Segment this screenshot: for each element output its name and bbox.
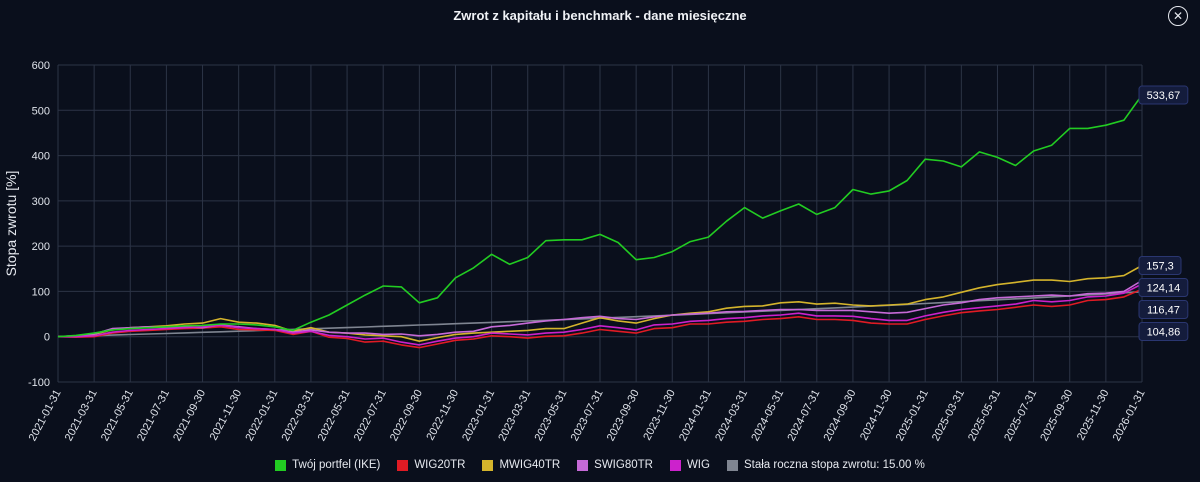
x-tick-label: 2023-11-30 xyxy=(641,388,678,443)
x-tick-label: 2024-07-31 xyxy=(785,388,822,443)
end-value-label: 124,14 xyxy=(1147,282,1181,294)
x-tick-label: 2023-07-31 xyxy=(569,388,606,443)
y-tick-label: 600 xyxy=(32,60,50,72)
x-tick-label: 2022-01-31 xyxy=(243,388,280,443)
legend-item[interactable]: SWIG80TR xyxy=(577,459,653,471)
y-tick-label: -100 xyxy=(28,377,50,389)
legend-swatch xyxy=(397,459,409,471)
x-tick-label: 2023-09-30 xyxy=(605,388,642,443)
y-tick-label: 500 xyxy=(32,105,50,117)
x-tick-label: 2021-01-31 xyxy=(27,388,64,443)
x-tick-label: 2025-11-30 xyxy=(1075,388,1112,443)
x-tick-label: 2023-01-31 xyxy=(460,388,497,443)
x-tick-label: 2025-01-31 xyxy=(894,388,931,443)
x-tick-label: 2025-09-30 xyxy=(1038,388,1075,443)
y-tick-label: 300 xyxy=(32,196,50,208)
x-tick-label: 2022-07-31 xyxy=(352,388,389,443)
x-tick-label: 2021-07-31 xyxy=(135,388,172,443)
x-tick-label: 2022-09-30 xyxy=(388,388,425,443)
x-tick-label: 2025-05-31 xyxy=(966,388,1003,443)
x-tick-label: 2024-01-31 xyxy=(677,388,714,443)
x-tick-label: 2026-01-31 xyxy=(1111,388,1148,443)
x-tick-label: 2025-07-31 xyxy=(1002,388,1039,443)
x-tick-label: 2025-03-31 xyxy=(930,388,967,443)
end-value-badge xyxy=(1138,299,1189,319)
legend: Twój portfel (IKE) WIG20TR MWIG40TR SWIG80T… xyxy=(0,459,1200,471)
legend-swatch xyxy=(482,459,494,471)
x-tick-label: 2021-05-31 xyxy=(99,388,136,443)
legend-label: WIG xyxy=(686,459,710,471)
legend-item[interactable]: Stała roczna stopa zwrotu: 15.00 % xyxy=(726,459,925,471)
x-tick-label: 2021-03-31 xyxy=(63,388,100,443)
series-line-tw-j-portfel-ike- xyxy=(57,94,1143,338)
y-axis-label: Stopa zwrotu [%] xyxy=(3,171,19,277)
series-line-mwig40tr xyxy=(57,264,1143,342)
y-tick-label: 0 xyxy=(44,332,50,344)
legend-label: Twój portfel (IKE) xyxy=(292,459,381,471)
legend-label: Stała roczna stopa zwrotu: 15.00 % xyxy=(743,459,925,471)
legend-label: SWIG80TR xyxy=(594,459,653,471)
end-value-badge xyxy=(1138,321,1189,341)
chart-title: Zwrot z kapitału i benchmark - dane mies… xyxy=(453,8,747,23)
x-tick-label: 2021-09-30 xyxy=(171,388,208,443)
x-tick-label: 2023-05-31 xyxy=(532,388,569,443)
y-tick-label: 200 xyxy=(32,241,50,253)
series-line-wig xyxy=(58,283,1143,346)
legend-label: WIG20TR xyxy=(414,459,466,471)
end-value-label: 104,86 xyxy=(1147,326,1181,338)
legend-item[interactable]: Twój portfel (IKE) xyxy=(275,459,380,471)
x-tick-label: 2022-03-31 xyxy=(280,388,317,443)
close-icon[interactable]: ✕ xyxy=(1168,6,1188,26)
series-line-swig80tr xyxy=(57,279,1143,338)
legend-swatch xyxy=(275,459,287,471)
x-tick-label: 2024-09-30 xyxy=(822,388,859,443)
end-value-badge xyxy=(1138,277,1189,297)
x-tick-label: 2021-11-30 xyxy=(208,388,245,443)
end-value-label: 157,3 xyxy=(1146,260,1174,272)
x-tick-label: 2023-03-31 xyxy=(496,388,533,443)
legend-item[interactable]: WIG xyxy=(669,459,710,471)
x-tick-label: 2022-11-30 xyxy=(424,388,461,443)
end-value-badge xyxy=(1138,85,1189,105)
legend-item[interactable]: MWIG40TR xyxy=(482,459,560,471)
legend-label: MWIG40TR xyxy=(499,459,561,471)
legend-item[interactable]: WIG20TR xyxy=(397,459,465,471)
x-tick-label: 2024-03-31 xyxy=(713,388,750,443)
series-line-wig20tr xyxy=(57,288,1143,349)
legend-swatch xyxy=(726,459,738,471)
end-value-label: 533,67 xyxy=(1147,90,1181,102)
legend-swatch xyxy=(577,459,589,471)
legend-swatch xyxy=(669,459,681,471)
end-value-label: 116,47 xyxy=(1147,304,1180,316)
x-tick-label: 2024-05-31 xyxy=(749,388,786,443)
y-tick-label: 400 xyxy=(32,151,50,163)
end-value-badge xyxy=(1138,255,1182,275)
x-tick-label: 2022-05-31 xyxy=(316,388,353,443)
x-tick-label: 2024-11-30 xyxy=(858,388,895,443)
y-tick-label: 100 xyxy=(32,286,50,298)
